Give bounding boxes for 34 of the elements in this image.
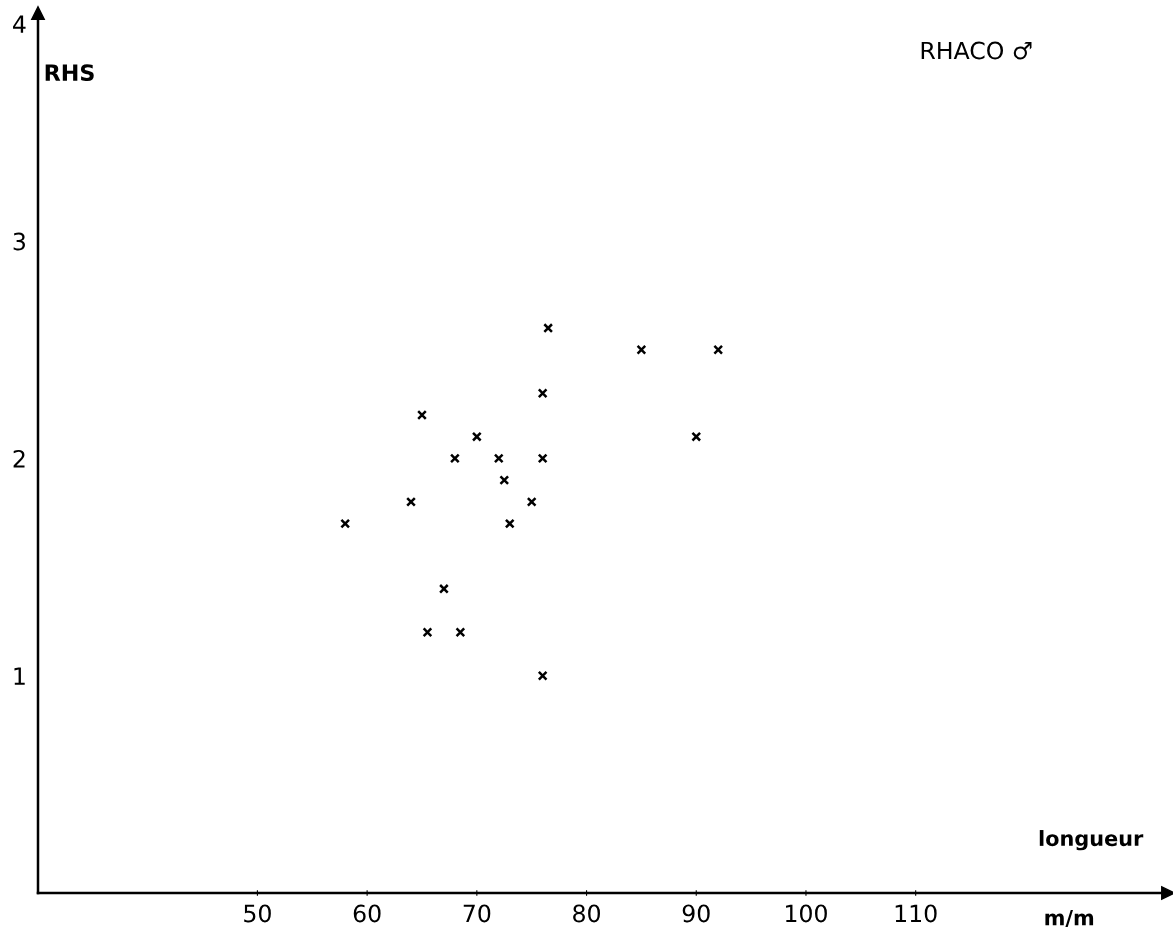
x-tick-label: 90 [682,904,710,923]
point [499,475,510,486]
y-tick-label: 4 [13,15,26,33]
point [455,627,466,638]
point [526,496,537,507]
point [537,388,548,399]
y-axis-title: RHS [45,64,94,82]
y-tick-label: 2 [13,449,25,468]
point [691,431,702,442]
x-tick-label: 80 [573,904,600,923]
x-tick-label: 60 [353,904,381,923]
point [636,344,647,355]
point [504,518,515,529]
point [537,453,548,464]
point [449,453,460,464]
x-tick-label: 70 [463,904,491,923]
text: RHACO ♂ [921,41,1032,60]
point [713,344,724,355]
y-tick-label: 1 [14,667,25,685]
point [438,583,449,594]
point [340,518,351,529]
x-axis-title: longueur [1039,830,1144,851]
x-tick-label: 50 [244,904,271,923]
text: m/m [1045,909,1094,928]
point [422,627,433,638]
point [543,323,554,334]
x-tick-label: 100 [786,904,827,923]
y-tick-label: 3 [13,232,25,251]
point [493,453,504,464]
point [416,409,428,421]
x-tick-label: 110 [895,904,937,923]
point [405,496,417,507]
point [471,431,482,442]
point [537,670,548,681]
